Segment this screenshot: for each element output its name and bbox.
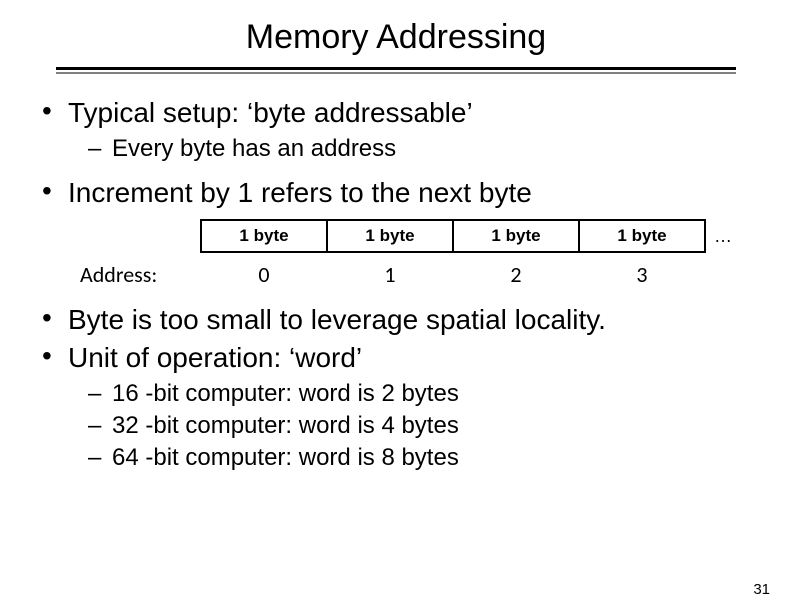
bullet-list: Typical setup: ‘byte addressable’ Every … — [40, 97, 752, 209]
address-cell: 0 — [200, 261, 328, 288]
bullet-1: Typical setup: ‘byte addressable’ — [40, 97, 752, 129]
rule-dark — [56, 67, 736, 70]
slide-title: Memory Addressing — [40, 18, 752, 57]
address-cell: 3 — [578, 261, 706, 288]
bullet-2: Increment by 1 refers to the next byte — [40, 177, 752, 209]
byte-cell: 1 byte — [578, 219, 706, 253]
address-label: Address: — [80, 261, 200, 288]
page-number: 31 — [753, 581, 770, 598]
title-rule — [56, 67, 736, 75]
bullet-3: Byte is too small to leverage spatial lo… — [40, 304, 752, 336]
byte-cell: 1 byte — [200, 219, 328, 253]
slide: Memory Addressing Typical setup: ‘byte a… — [0, 0, 792, 612]
byte-diagram: 1 byte 1 byte 1 byte 1 byte … Address: 0… — [40, 219, 752, 288]
byte-row: 1 byte 1 byte 1 byte 1 byte … — [40, 219, 752, 253]
bullet-list-2: Byte is too small to leverage spatial lo… — [40, 304, 752, 472]
rule-light — [56, 72, 736, 74]
byte-cell: 1 byte — [452, 219, 580, 253]
address-row: Address: 0 1 2 3 — [40, 261, 752, 288]
bullet-1-sub: Every byte has an address — [40, 135, 752, 163]
ellipsis: … — [714, 226, 732, 247]
bullet-4-sub3: 64 -bit computer: word is 8 bytes — [40, 444, 752, 472]
address-cell: 2 — [452, 261, 580, 288]
bullet-4-sub1: 16 -bit computer: word is 2 bytes — [40, 380, 752, 408]
bullet-4: Unit of operation: ‘word’ — [40, 342, 752, 374]
address-cell: 1 — [326, 261, 454, 288]
byte-cell: 1 byte — [326, 219, 454, 253]
bullet-4-sub2: 32 -bit computer: word is 4 bytes — [40, 412, 752, 440]
